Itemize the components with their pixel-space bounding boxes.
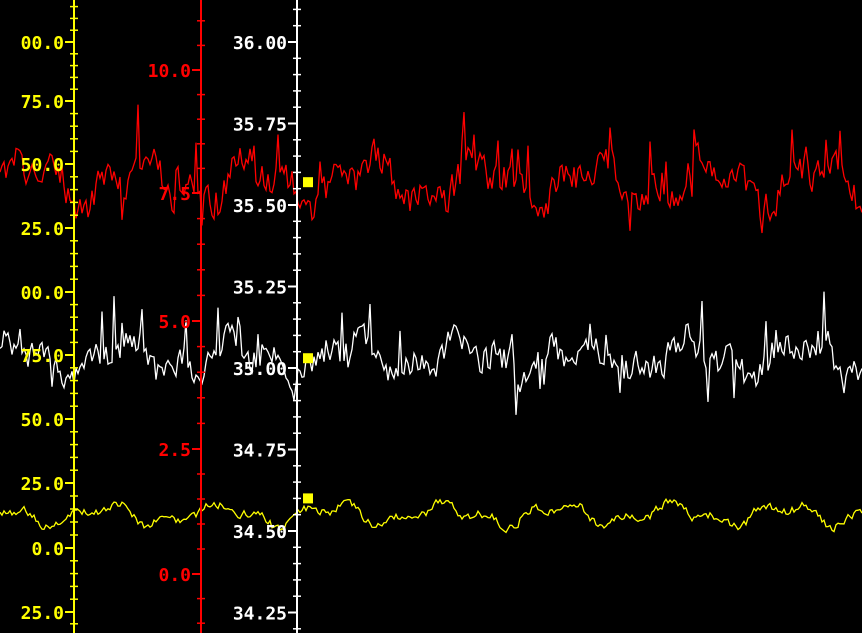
cursor-marker-0[interactable] <box>303 177 313 188</box>
cursor-marker-2[interactable] <box>303 493 313 504</box>
yellow-axis-tick-label: 25.0 <box>21 219 64 240</box>
white-axis-tick-label: 35.50 <box>233 196 287 217</box>
yellow-axis-tick-label: 25.0 <box>21 603 64 624</box>
yellow-axis-tick-label: 00.0 <box>21 33 64 54</box>
white-axis-tick-label: 35.25 <box>233 278 287 299</box>
white-axis-tick-label: 34.25 <box>233 604 287 625</box>
axis-layer: 00.0 75.0 50.0 25.0 00.0 75.0 50.0 25.0 0.0 25.0 1… <box>21 0 301 633</box>
yellow-axis-tick-label: 00.0 <box>21 283 64 304</box>
yellow-axis-tick-label: 75.0 <box>21 92 64 113</box>
series-layer <box>0 104 862 534</box>
white-axis-tick-label: 35.00 <box>233 359 287 380</box>
white-axis-tick-label: 34.75 <box>233 441 287 462</box>
yellow-axis-tick-label: 50.0 <box>21 155 64 176</box>
white-axis-tick-label: 35.75 <box>233 115 287 136</box>
red-axis-tick-label: 10.0 <box>148 61 191 82</box>
white-axis-tick-label: 34.50 <box>233 522 287 543</box>
white-axis-tick-label: 36.00 <box>233 33 287 54</box>
marker-layer <box>303 177 313 504</box>
red-axis-tick-label: 5.0 <box>158 312 191 333</box>
red-axis-tick-label: 0.0 <box>158 565 191 586</box>
red-axis-tick-label: 2.5 <box>158 440 191 461</box>
red-axis-tick-label: 7.5 <box>158 184 191 205</box>
series-line-1 <box>0 291 862 415</box>
yellow-axis-tick-label: 25.0 <box>21 474 64 495</box>
series-line-2 <box>0 498 862 534</box>
cursor-marker-1[interactable] <box>303 353 313 364</box>
yellow-axis-tick-label: 75.0 <box>21 346 64 367</box>
yellow-axis-tick-label: 50.0 <box>21 410 64 431</box>
series-line-0 <box>0 104 862 234</box>
yellow-axis-tick-label: 0.0 <box>31 539 64 560</box>
